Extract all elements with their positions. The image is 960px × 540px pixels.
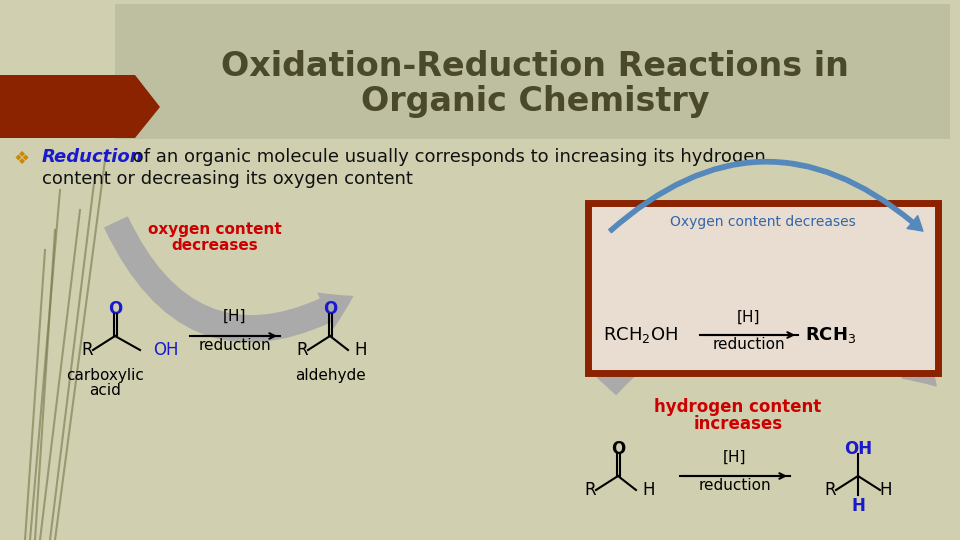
Text: increases: increases — [693, 415, 782, 433]
FancyArrowPatch shape — [105, 217, 352, 342]
Text: R: R — [585, 481, 596, 499]
Text: aldehyde: aldehyde — [295, 368, 366, 383]
Text: H: H — [354, 341, 367, 359]
Text: O: O — [611, 440, 625, 458]
Text: Oxidation-Reduction Reactions in: Oxidation-Reduction Reactions in — [221, 50, 849, 83]
Text: reduction: reduction — [699, 478, 771, 493]
FancyArrowPatch shape — [609, 159, 923, 233]
Text: OH: OH — [844, 440, 872, 458]
Text: [H]: [H] — [737, 310, 760, 325]
FancyBboxPatch shape — [115, 4, 950, 139]
Text: RCH$_3$: RCH$_3$ — [805, 325, 856, 345]
Text: [H]: [H] — [723, 450, 747, 465]
Polygon shape — [0, 75, 160, 138]
Text: acid: acid — [89, 383, 121, 398]
Text: carboxylic: carboxylic — [66, 368, 144, 383]
Text: RCH$_2$OH: RCH$_2$OH — [603, 325, 678, 345]
Text: H: H — [879, 481, 892, 499]
Text: reduction: reduction — [712, 337, 785, 352]
Text: of an organic molecule usually corresponds to increasing its hydrogen: of an organic molecule usually correspon… — [127, 148, 766, 166]
Text: ❖: ❖ — [14, 150, 30, 168]
Text: [H]: [H] — [224, 309, 247, 324]
Text: O: O — [323, 300, 337, 318]
FancyArrowPatch shape — [598, 283, 936, 394]
Text: O: O — [108, 300, 122, 318]
Text: R: R — [82, 341, 93, 359]
FancyBboxPatch shape — [588, 203, 938, 373]
Text: R: R — [297, 341, 308, 359]
Text: H: H — [852, 497, 865, 515]
Text: hydrogen content: hydrogen content — [655, 398, 822, 416]
Text: content or decreasing its oxygen content: content or decreasing its oxygen content — [42, 170, 413, 188]
Text: Organic Chemistry: Organic Chemistry — [361, 85, 709, 118]
Text: R: R — [825, 481, 836, 499]
Text: Oxygen content decreases: Oxygen content decreases — [670, 215, 856, 229]
Text: H: H — [642, 481, 655, 499]
Text: oxygen content: oxygen content — [148, 222, 282, 237]
Text: Reduction: Reduction — [42, 148, 144, 166]
Text: reduction: reduction — [199, 338, 272, 353]
Text: decreases: decreases — [172, 238, 258, 253]
Text: OH: OH — [153, 341, 179, 359]
